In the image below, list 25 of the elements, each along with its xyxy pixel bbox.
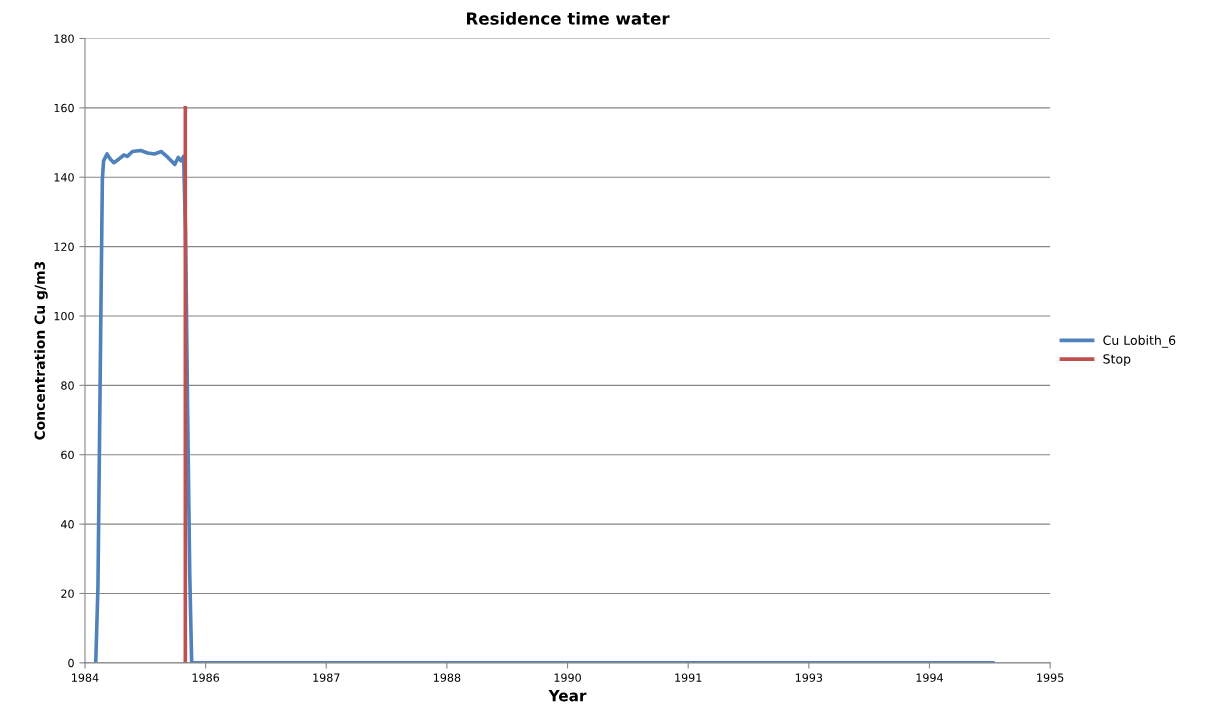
chart-title: Residence time water (467, 11, 670, 25)
x-tick-label: 1987 (313, 673, 340, 682)
legend-label: Cu Lobith_6 (1103, 335, 1176, 348)
y-tick-label: 0 (68, 658, 74, 668)
x-tick-label: 1984 (72, 673, 99, 682)
x-tick-label: 1986 (192, 673, 220, 682)
y-tick-label: 80 (61, 381, 74, 390)
legend-label: Stop (1103, 354, 1131, 367)
y-tick-label: 120 (54, 242, 74, 251)
x-tick-label: 1988 (433, 673, 461, 682)
line-series (93, 148, 995, 663)
x-tick-label: 1993 (795, 673, 823, 682)
y-tick-label: 180 (54, 34, 74, 43)
y-tick-label: 160 (54, 103, 74, 113)
x-tick-label: 1990 (554, 673, 581, 682)
y-tick-label: 20 (61, 589, 74, 598)
y-axis-title: Concentration Cu g/m3 (34, 261, 48, 440)
x-tick-label: 1995 (1037, 673, 1064, 682)
y-tick-label: 100 (54, 311, 74, 321)
y-tick-label: 40 (60, 520, 74, 529)
x-axis-title: Year (548, 690, 587, 702)
x-tick-label: 1994 (916, 673, 943, 682)
y-tick-label: 140 (54, 173, 74, 182)
y-tick-label: 60 (61, 450, 74, 460)
x-tick-label: 1991 (675, 673, 702, 682)
